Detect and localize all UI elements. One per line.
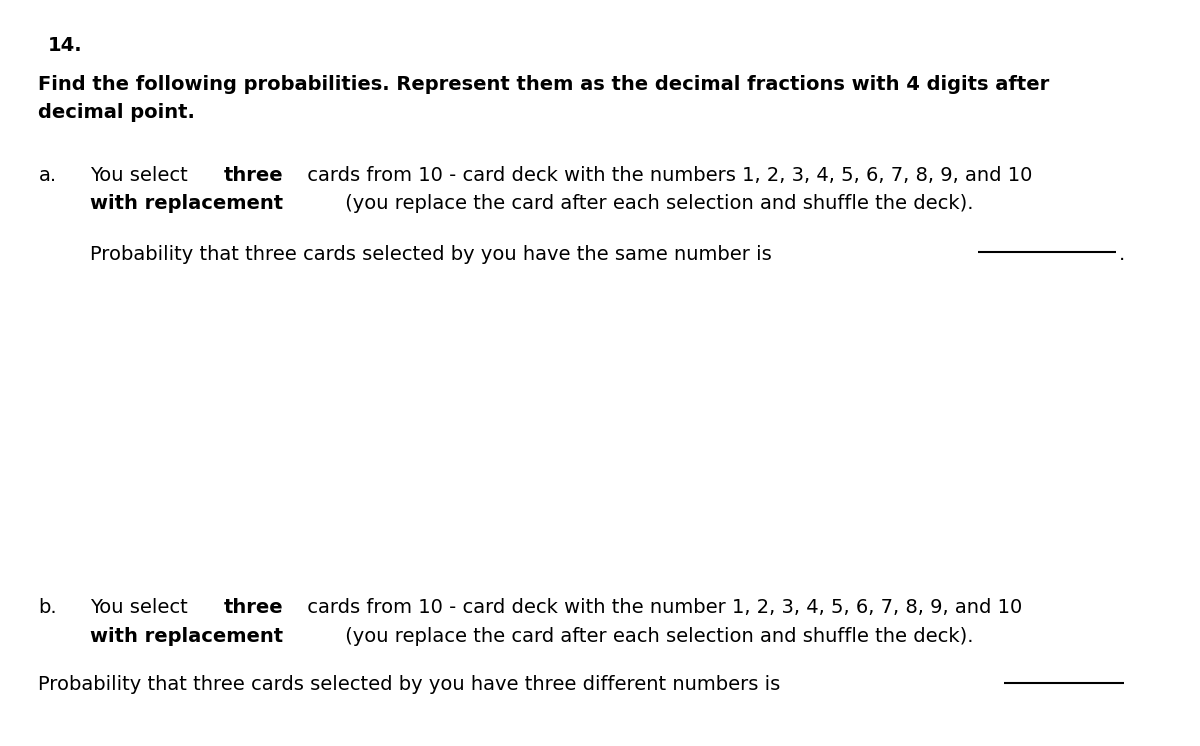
Text: b.: b. <box>38 598 58 617</box>
Text: decimal point.: decimal point. <box>38 103 196 122</box>
Text: three: three <box>224 598 284 617</box>
Text: cards from 10 - card deck with the numbers 1, 2, 3, 4, 5, 6, 7, 8, 9, and 10: cards from 10 - card deck with the numbe… <box>301 166 1032 184</box>
Text: with replacement: with replacement <box>90 194 283 213</box>
Text: (you replace the card after each selection and shuffle the deck).: (you replace the card after each selecti… <box>340 627 973 645</box>
Text: You select: You select <box>90 598 194 617</box>
Text: Find the following probabilities. Represent them as the decimal fractions with 4: Find the following probabilities. Repres… <box>38 75 1050 93</box>
Text: with replacement: with replacement <box>90 627 283 645</box>
Text: Probability that three cards selected by you have three different numbers is: Probability that three cards selected by… <box>38 675 787 694</box>
Text: 14.: 14. <box>48 36 83 54</box>
Text: You select: You select <box>90 166 194 184</box>
Text: (you replace the card after each selection and shuffle the deck).: (you replace the card after each selecti… <box>340 194 973 213</box>
Text: a.: a. <box>38 166 56 184</box>
Text: three: three <box>224 166 284 184</box>
Text: cards from 10 - card deck with the number 1, 2, 3, 4, 5, 6, 7, 8, 9, and 10: cards from 10 - card deck with the numbe… <box>301 598 1022 617</box>
Text: .: . <box>1120 245 1126 263</box>
Text: Probability that three cards selected by you have the same number is: Probability that three cards selected by… <box>90 245 778 263</box>
